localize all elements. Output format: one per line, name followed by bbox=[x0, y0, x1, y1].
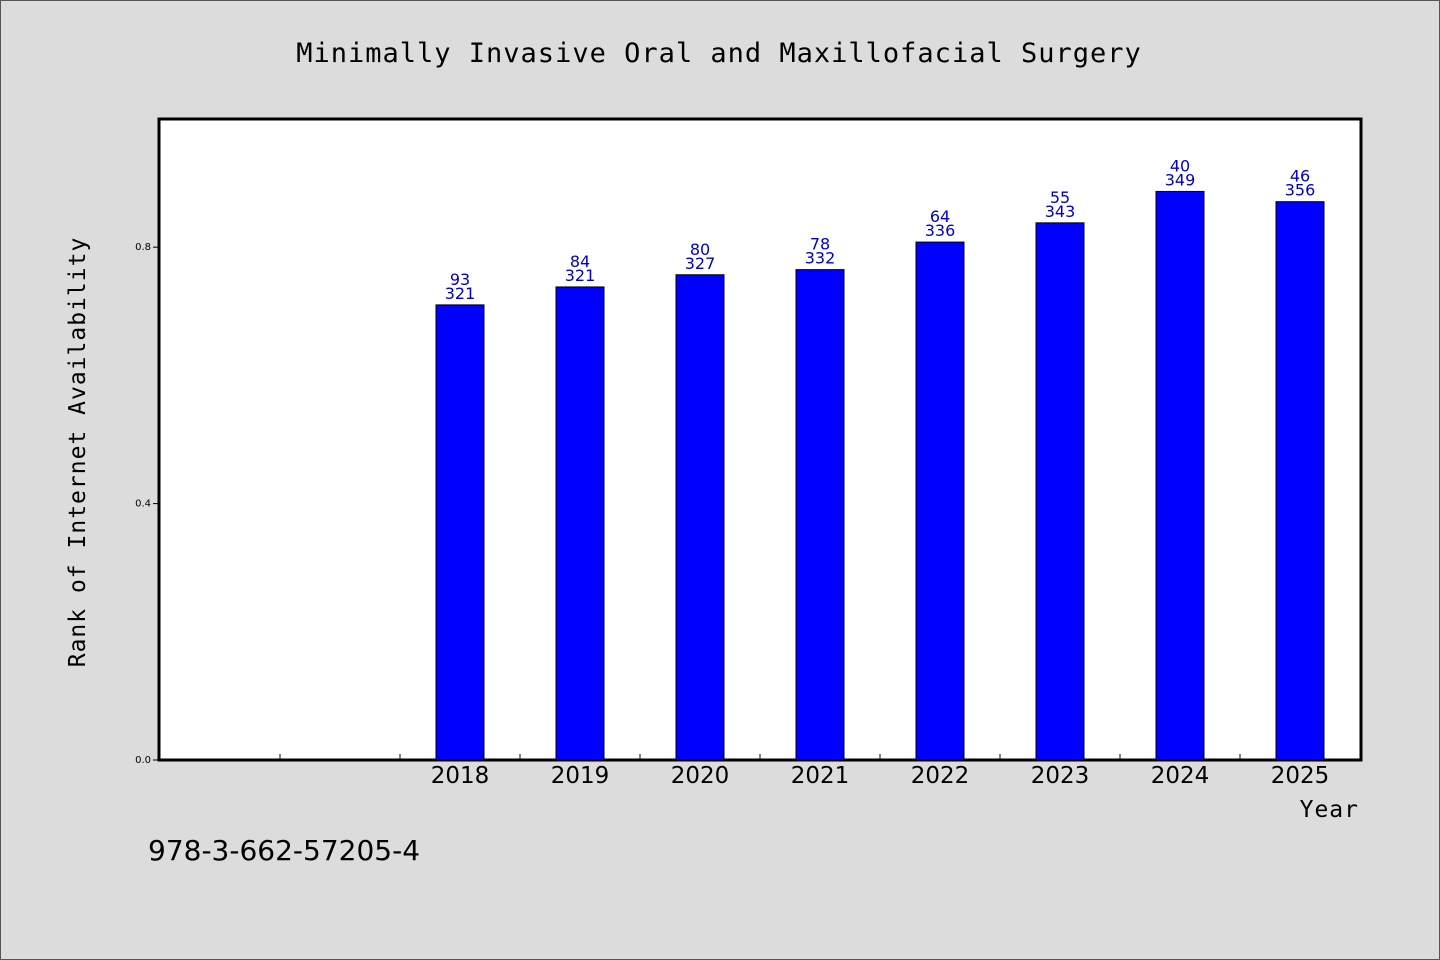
bar-label-bottom: 356 bbox=[1285, 181, 1316, 200]
y-axis: 0.0 0.4 0.8 bbox=[135, 242, 159, 766]
bar bbox=[915, 241, 965, 761]
bar-label-top: 64 bbox=[930, 207, 950, 226]
bar-label-top: 46 bbox=[1290, 167, 1310, 186]
y-tick-label: 0.4 bbox=[135, 499, 151, 510]
isbn-text: 978-3-662-57205-4 bbox=[148, 834, 421, 867]
bar-label-top: 93 bbox=[450, 270, 470, 289]
bar-label-bottom: 332 bbox=[805, 249, 836, 268]
bar bbox=[1275, 201, 1325, 761]
bar bbox=[1035, 222, 1085, 761]
bar-label-top: 40 bbox=[1170, 156, 1190, 175]
bar bbox=[555, 286, 605, 761]
y-axis-label: Rank of Internet Availability bbox=[65, 237, 91, 668]
x-tick-label: 2024 bbox=[1151, 763, 1210, 789]
x-tick-label: 2019 bbox=[551, 763, 610, 789]
bar-label-bottom: 343 bbox=[1045, 202, 1076, 221]
x-tick-label: 2023 bbox=[1031, 763, 1090, 789]
x-tick-label: 2021 bbox=[791, 763, 850, 789]
bars-group bbox=[435, 190, 1325, 761]
x-tick-label: 2025 bbox=[1271, 763, 1330, 789]
x-tick-label: 2018 bbox=[431, 763, 490, 789]
x-axis-label: Year bbox=[1300, 797, 1359, 823]
bar-label-bottom: 321 bbox=[445, 284, 476, 303]
chart-title: Minimally Invasive Oral and Maxillofacia… bbox=[296, 38, 1142, 69]
bar-label-top: 80 bbox=[690, 240, 710, 259]
bar-label-top: 78 bbox=[810, 235, 830, 254]
bar bbox=[1155, 190, 1205, 761]
bar-label-bottom: 327 bbox=[685, 254, 716, 273]
bar-label-top: 84 bbox=[570, 252, 590, 271]
bar-label-bottom: 321 bbox=[565, 266, 596, 285]
x-tick-label: 2020 bbox=[671, 763, 730, 789]
y-tick-label: 0.8 bbox=[135, 242, 151, 253]
bar-label-bottom: 349 bbox=[1165, 170, 1196, 189]
bar-label-bottom: 336 bbox=[925, 221, 956, 240]
bar bbox=[795, 269, 845, 761]
x-tick-label: 2022 bbox=[911, 763, 970, 789]
bar bbox=[435, 304, 485, 761]
x-axis: 2018 2019 2020 2021 2022 2023 2024 2025 bbox=[279, 754, 1330, 789]
bar bbox=[675, 274, 725, 761]
y-tick-label: 0.0 bbox=[135, 755, 151, 766]
bar-label-top: 55 bbox=[1050, 188, 1070, 207]
